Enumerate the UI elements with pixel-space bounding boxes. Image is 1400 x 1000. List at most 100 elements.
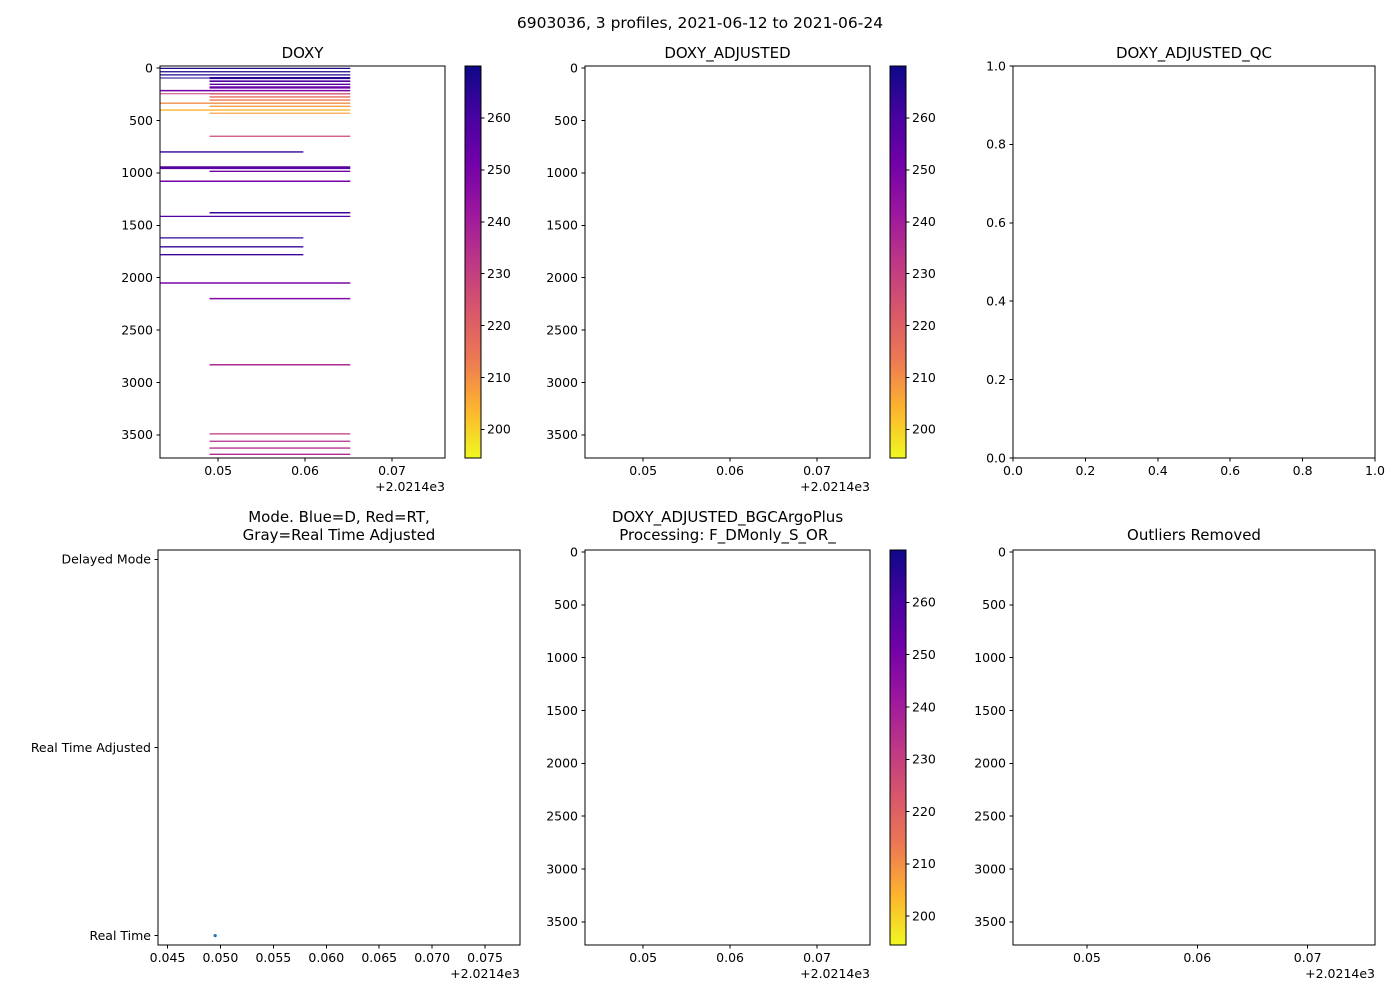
y-tick-label: 3500 — [121, 427, 153, 442]
subplot-title-doxy-adjusted: DOXY_ADJUSTED — [664, 44, 791, 62]
y-tick-label: 2500 — [546, 322, 578, 337]
y-tick-label: 2500 — [546, 808, 578, 823]
x-tick-label: 1.0 — [1365, 463, 1385, 478]
colorbar-frame — [889, 65, 907, 459]
y-tick-label: 3000 — [546, 861, 578, 876]
x-tick-label: 0.055 — [255, 950, 291, 965]
x-tick-label: 0.8 — [1293, 463, 1313, 478]
axes-frame — [157, 549, 521, 946]
x-tick-label: 0.05 — [1073, 950, 1101, 965]
colorbar-tick-label: 200 — [487, 422, 511, 437]
y-tick-label: 2000 — [121, 270, 153, 285]
y-tick-label: 3000 — [974, 861, 1006, 876]
x-tick-label: 0.07 — [1294, 950, 1322, 965]
axes-frame — [584, 549, 871, 946]
y-tick-label: 2000 — [974, 756, 1006, 771]
x-axis-offset-label: +2.0214e3 — [800, 479, 870, 494]
axes-frame — [1012, 65, 1376, 459]
axes-frame — [159, 65, 446, 459]
subplot-title-bgc-argo-plus: DOXY_ADJUSTED_BGCArgoPlus Processing: F_… — [611, 508, 844, 544]
y-tick-label: 2000 — [546, 756, 578, 771]
y-tick-label: 0.4 — [986, 294, 1006, 309]
colorbar-tick-label: 210 — [912, 370, 936, 385]
colorbar-tick-label: 260 — [912, 595, 936, 610]
y-tick-label: 1500 — [121, 218, 153, 233]
y-tick-label: 0 — [570, 60, 578, 75]
y-tick-label: 500 — [554, 113, 578, 128]
y-tick-label: 1000 — [546, 650, 578, 665]
x-tick-label: 0.065 — [361, 950, 397, 965]
x-tick-label: 0.6 — [1220, 463, 1240, 478]
colorbar-tick-label: 250 — [912, 647, 936, 662]
colorbar-tick-label: 220 — [912, 804, 936, 819]
x-tick-label: 0.06 — [1183, 950, 1211, 965]
subplot-title-doxy: DOXY — [281, 44, 324, 62]
x-tick-label: 0.05 — [629, 950, 657, 965]
x-tick-label: 0.050 — [203, 950, 239, 965]
y-tick-label: 1500 — [546, 218, 578, 233]
y-tick-label: 0.6 — [986, 215, 1006, 230]
colorbar-gradient — [465, 66, 481, 458]
x-tick-label: 0.045 — [150, 950, 186, 965]
colorbar-gradient — [890, 66, 906, 458]
x-tick-label: 0.070 — [414, 950, 450, 965]
subplot-title-outliers-removed: Outliers Removed — [1127, 526, 1261, 544]
x-tick-label: 0.06 — [716, 950, 744, 965]
colorbar-tick-label: 230 — [487, 266, 511, 281]
x-tick-label: 0.07 — [378, 463, 406, 478]
x-axis-offset-label: +2.0214e3 — [375, 479, 445, 494]
x-tick-label: 0.2 — [1075, 463, 1095, 478]
outliers-axes: 0.05 0.06 0.07+2.0214e3 0 500 1000 1500 2000 250… — [974, 544, 1376, 981]
x-tick-label: 0.4 — [1148, 463, 1168, 478]
colorbar-tick-label: 200 — [912, 422, 936, 437]
y-tick-label: 1000 — [546, 165, 578, 180]
y-tick-label: 3500 — [974, 914, 1006, 929]
colorbar-tick-label: 260 — [487, 110, 511, 125]
colorbar-frame — [464, 65, 482, 459]
subplot-title-mode: Mode. Blue=D, Red=RT, Gray=Real Time Adj… — [242, 508, 436, 544]
y-tick-label: 2000 — [546, 270, 578, 285]
doxy-axes: 0.05 0.06 0.07+2.0214e3 0 500 1000 1500 2000 250… — [121, 60, 511, 494]
colorbar-tick-label: 250 — [487, 162, 511, 177]
y-tick-label: 500 — [982, 597, 1006, 612]
x-tick-label: 0.0 — [1003, 463, 1023, 478]
y-tick-label: 0.8 — [986, 137, 1006, 152]
y-tick-label: 3500 — [546, 914, 578, 929]
y-tick-label: 1500 — [974, 703, 1006, 718]
y-tick-label: 0.0 — [986, 450, 1006, 465]
x-tick-label: 0.06 — [716, 463, 744, 478]
bgc-axes: 0.05 0.06 0.07+2.0214e3 0 500 1000 1500 2000 250… — [546, 544, 936, 981]
data-point — [213, 933, 217, 938]
colorbar-tick-label: 220 — [487, 318, 511, 333]
colorbar-tick-label: 240 — [912, 699, 936, 714]
y-tick-label: 3500 — [546, 427, 578, 442]
x-tick-label: 0.07 — [803, 950, 831, 965]
axes-frame — [584, 65, 871, 459]
colorbar-tick-label: 210 — [912, 856, 936, 871]
y-tick-label: 500 — [554, 597, 578, 612]
figure-suptitle: 6903036, 3 profiles, 2021-06-12 to 2021-… — [516, 14, 884, 32]
colorbar-gradient — [890, 550, 906, 945]
x-tick-label: 0.075 — [467, 950, 503, 965]
x-tick-label: 0.06 — [291, 463, 319, 478]
colorbar-tick-label: 260 — [912, 110, 936, 125]
mode-axes: 0.045 0.050 0.055 0.060 0.065 0.070 0.075+2.02… — [31, 549, 521, 981]
colorbar-tick-label: 250 — [912, 162, 936, 177]
colorbar-frame — [889, 549, 907, 946]
y-tick-label: 2500 — [121, 322, 153, 337]
x-tick-label: 0.05 — [204, 463, 232, 478]
y-tick-label: 1000 — [121, 165, 153, 180]
x-axis-offset-label: +2.0214e3 — [800, 966, 870, 981]
colorbar-tick-label: 200 — [912, 909, 936, 924]
x-axis-offset-label: +2.0214e3 — [1305, 966, 1375, 981]
y-tick-label: 0.2 — [986, 372, 1006, 387]
colorbar-tick-label: 240 — [912, 214, 936, 229]
x-tick-label: 0.05 — [629, 463, 657, 478]
colorbar-tick-label: 220 — [912, 318, 936, 333]
y-tick-label: 3000 — [121, 375, 153, 390]
y-tick-label: Delayed Mode — [61, 552, 151, 567]
doxy_adjusted-axes: 0.05 0.06 0.07+2.0214e3 0 500 1000 1500 2000 250… — [546, 60, 936, 494]
x-tick-label: 0.07 — [803, 463, 831, 478]
